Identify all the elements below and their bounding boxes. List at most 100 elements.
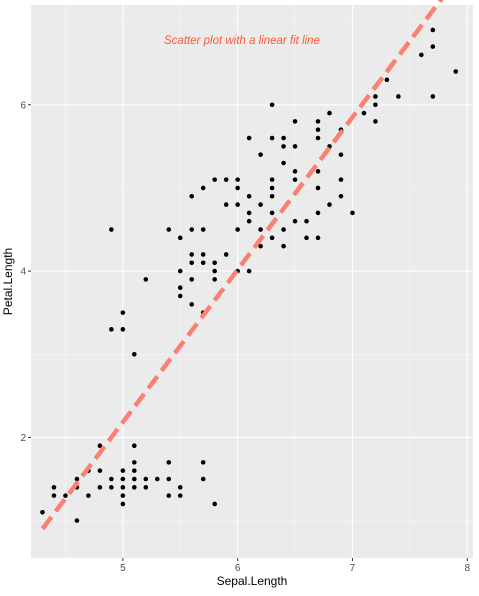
data-point [315,119,321,124]
data-point [430,94,436,99]
minor-gridlines [31,5,473,558]
data-point [132,476,137,482]
data-point [109,227,114,232]
data-point [132,460,137,465]
data-point [292,119,298,124]
data-point [258,202,263,207]
data-point [120,501,126,507]
data-point [223,202,229,207]
data-point [361,110,367,116]
data-point [315,127,321,133]
data-point [430,44,436,49]
data-point [373,119,378,124]
data-point [223,177,229,182]
data-point [177,493,183,498]
chart-annotation: Scatter plot with a linear fit line [164,35,320,47]
data-point [430,27,436,33]
data-points [40,27,459,523]
data-point [177,235,183,241]
data-point [327,202,332,207]
data-point [269,210,275,216]
data-point [51,485,57,490]
data-point [419,52,424,58]
data-point [292,169,298,174]
data-point [315,210,321,216]
data-point [97,443,103,449]
y-tick-label: 4 [20,267,26,278]
data-point [154,476,160,482]
data-point [143,476,149,482]
data-point [269,102,275,108]
data-point [269,185,275,191]
data-point [315,169,321,174]
data-point [269,177,275,182]
data-point [120,327,126,332]
data-point [200,460,206,465]
x-axis-ticks: 5 6 7 8 [120,558,470,574]
data-point [315,235,321,241]
data-point [396,94,401,99]
major-gridlines [31,5,473,558]
data-point [97,468,103,473]
data-point [74,518,80,523]
data-point [281,144,286,149]
x-tick-label: 6 [235,563,241,574]
data-point [200,227,206,232]
data-point [132,443,137,449]
data-point [281,160,286,166]
data-point [246,193,252,199]
data-point [166,460,172,465]
data-point [189,302,195,307]
data-point [212,177,217,182]
data-point [200,476,206,482]
data-point [200,185,206,191]
data-point [120,310,126,315]
data-point [304,218,309,224]
data-point [258,152,263,157]
data-point [200,260,206,266]
x-tick-label: 8 [464,563,470,574]
data-point [109,327,114,332]
data-point [166,493,172,498]
data-point [235,177,240,182]
data-point [246,218,252,224]
data-point [120,476,126,482]
data-point [373,102,378,108]
data-point [120,485,126,490]
data-point [235,185,240,191]
data-point [63,493,68,498]
data-point [384,77,390,83]
data-point [189,227,195,232]
data-point [453,69,459,74]
data-point [189,252,195,257]
data-point [143,277,149,282]
data-point [74,476,80,482]
data-point [281,227,286,232]
data-point [338,177,344,182]
data-point [166,476,172,482]
data-point [51,493,57,498]
data-point [350,210,355,216]
data-point [177,293,183,299]
data-point [269,135,275,141]
x-tick-label: 7 [350,563,356,574]
data-point [109,476,114,482]
data-point [143,485,149,490]
data-point [281,243,286,249]
data-point [246,135,252,141]
data-point [97,485,103,490]
data-point [269,235,275,241]
data-point [292,177,298,182]
data-point [120,493,126,498]
data-point [189,260,195,266]
data-point [292,144,298,149]
data-point [223,252,229,257]
y-axis-ticks: 2 4 6 [20,100,31,444]
data-point [327,110,332,116]
data-point [166,227,172,232]
linear-fit-line [40,0,444,531]
data-point [292,218,298,224]
data-point [212,277,217,282]
data-point [86,493,91,498]
